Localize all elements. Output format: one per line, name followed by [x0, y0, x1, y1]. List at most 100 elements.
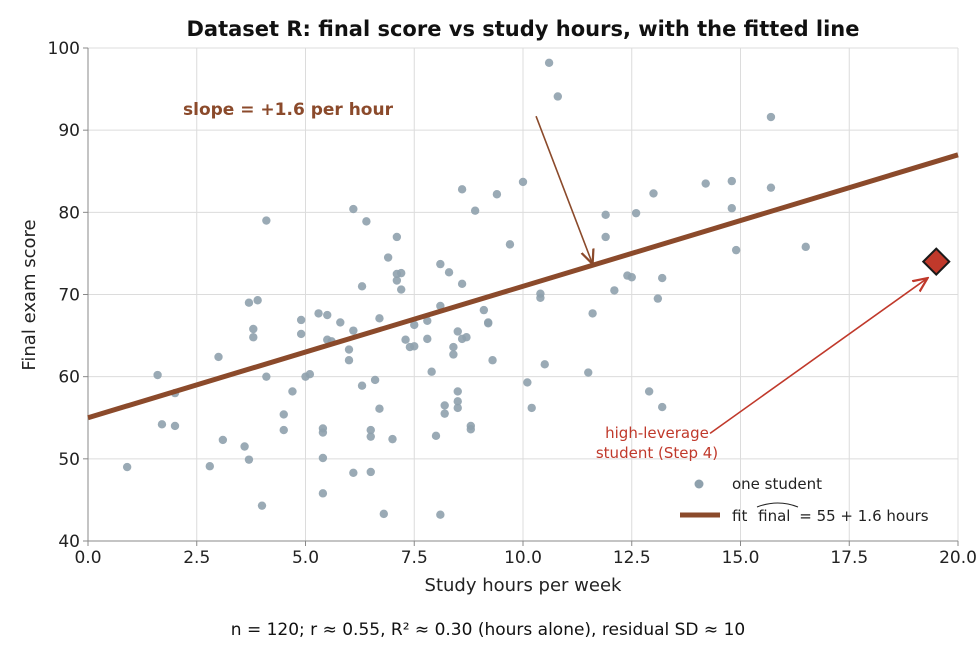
data-point — [453, 387, 462, 396]
fit-line — [87, 152, 959, 421]
data-point — [357, 282, 367, 291]
data-point — [170, 421, 180, 431]
data-point — [205, 462, 214, 471]
x-tick-label: 10.0 — [504, 548, 542, 568]
data-point — [218, 435, 228, 445]
legend-fit-suffix: = 55 + 1.6 hours — [799, 507, 929, 525]
data-point — [214, 352, 223, 362]
data-point — [375, 314, 384, 323]
data-point — [462, 333, 471, 342]
leverage-annotation-line2: student (Step 4) — [596, 444, 718, 462]
data-point — [318, 424, 328, 433]
x-tick-label: 15.0 — [722, 548, 760, 568]
data-point — [453, 327, 462, 336]
data-point — [253, 296, 262, 305]
data-point — [649, 189, 658, 198]
y-tick-label: 40 — [58, 532, 80, 552]
x-axis-label: Study hours per week — [425, 575, 623, 596]
data-point — [527, 403, 536, 413]
y-tick-label: 80 — [58, 203, 80, 223]
data-point — [262, 216, 271, 225]
x-tick-label: 0.0 — [74, 548, 101, 568]
y-tick-label: 50 — [58, 450, 80, 470]
data-point — [249, 324, 258, 334]
data-point — [584, 368, 593, 377]
data-point — [479, 305, 489, 315]
data-point — [727, 204, 736, 213]
legend-points-label: one student — [732, 475, 822, 493]
data-point — [349, 204, 358, 214]
data-point — [366, 467, 375, 477]
legend: one student fit final = 55 + 1.6 hours — [680, 475, 929, 525]
data-point — [296, 315, 306, 325]
data-point — [344, 356, 354, 365]
data-point — [375, 404, 384, 413]
data-point — [653, 294, 663, 303]
data-point — [349, 468, 358, 478]
data-point — [492, 190, 502, 199]
data-point — [305, 370, 315, 379]
legend-hat-mark — [756, 502, 799, 508]
data-point — [410, 320, 419, 330]
data-point — [427, 367, 436, 376]
data-point — [366, 432, 375, 441]
data-point — [553, 92, 562, 101]
x-tick-labels: 0.0 2.5 5.0 7.5 10.0 12.5 15.0 17.5 20.0 — [74, 548, 976, 568]
data-point — [240, 442, 249, 451]
data-point — [766, 112, 776, 122]
data-point — [349, 326, 358, 335]
slope-annotation: slope = +1.6 per hour — [183, 100, 394, 120]
data-point — [397, 285, 406, 294]
data-point — [466, 425, 475, 434]
data-point — [279, 410, 288, 419]
data-point — [244, 298, 254, 307]
data-point — [644, 387, 654, 396]
data-point — [362, 217, 371, 226]
data-point — [157, 420, 167, 429]
leverage-annotation-line1: high-leverage — [605, 424, 709, 442]
data-point — [505, 240, 515, 249]
data-point — [262, 372, 271, 381]
slope-arrow — [535, 115, 593, 264]
data-point — [379, 509, 388, 519]
data-point — [392, 276, 402, 285]
data-point — [336, 318, 345, 327]
data-point — [436, 510, 445, 519]
data-point — [536, 289, 545, 298]
data-point — [766, 183, 776, 192]
data-point — [727, 176, 736, 186]
data-point — [444, 268, 454, 277]
data-point — [449, 342, 458, 352]
data-point — [357, 381, 367, 390]
data-point — [470, 206, 480, 215]
data-point — [153, 370, 162, 380]
data-point — [288, 387, 297, 396]
y-axis-label: Final exam score — [19, 219, 40, 370]
data-point — [423, 334, 432, 344]
data-point — [518, 177, 528, 187]
data-point — [453, 397, 462, 406]
data-point — [544, 58, 554, 67]
data-point — [449, 350, 458, 359]
data-point — [801, 242, 810, 252]
data-point — [440, 409, 449, 418]
x-tick-label: 20.0 — [939, 548, 976, 568]
data-point — [392, 232, 402, 242]
chart-caption: n = 120; r ≈ 0.55, R² ≈ 0.30 (hours alon… — [231, 620, 745, 640]
data-point — [344, 345, 354, 354]
data-point — [457, 185, 467, 194]
data-point — [257, 501, 267, 510]
data-point — [244, 455, 254, 464]
data-point — [658, 273, 667, 283]
data-point — [540, 360, 549, 369]
data-point — [122, 462, 132, 472]
data-point — [631, 208, 641, 218]
axes — [87, 48, 958, 542]
data-point — [523, 378, 532, 387]
y-tick-labels: 40 50 60 70 80 90 100 — [48, 39, 80, 552]
data-point — [388, 434, 397, 444]
data-point — [488, 356, 497, 365]
legend-point-marker — [694, 479, 704, 489]
legend-fit-hat: final — [758, 507, 790, 525]
